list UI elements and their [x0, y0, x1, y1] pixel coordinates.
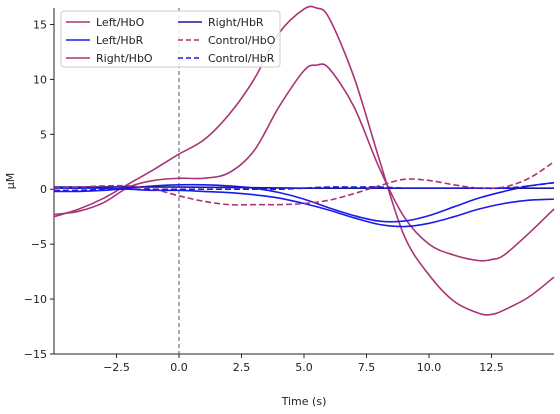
x-axis-label: Time (s) [281, 395, 327, 408]
legend-label-control-hbr: Control/HbR [208, 52, 275, 65]
y-tick-label: 0 [40, 183, 47, 196]
x-tick-label: 12.5 [479, 361, 504, 374]
legend-label-left-hbr: Left/HbR [96, 34, 144, 47]
x-tick-label: 10.0 [417, 361, 442, 374]
x-tick-label: 7.5 [358, 361, 376, 374]
x-ticks: −2.5 0.0 2.5 5.0 7.5 10.0 12.5 [103, 354, 504, 374]
x-tick-label: 2.5 [233, 361, 251, 374]
y-tick-label: 5 [40, 128, 47, 141]
x-tick-label: 5.0 [295, 361, 313, 374]
legend: Left/HbO Left/HbR Right/HbO Right/HbR Contro… [60, 10, 281, 68]
series-line-control-hbr [53, 181, 555, 192]
y-ticks: −15 −10 −5 0 5 10 15 [24, 18, 54, 361]
y-tick-label: 10 [33, 73, 47, 86]
legend-label-right-hbo: Right/HbO [96, 52, 153, 65]
y-axis-label: µM [4, 173, 17, 190]
legend-label-left-hbo: Left/HbO [96, 16, 145, 29]
x-tick-label: −2.5 [103, 361, 130, 374]
x-tick-label: 0.0 [170, 361, 188, 374]
series-line-left-hbo [53, 5, 555, 316]
series-line-left-hbo [53, 63, 555, 262]
y-tick-label: −15 [24, 348, 47, 361]
series-line-left-hbr [54, 187, 555, 228]
legend-label-right-hbr: Right/HbR [208, 16, 264, 29]
y-tick-label: 15 [33, 18, 47, 31]
series-layer [53, 5, 555, 316]
legend-frame [60, 10, 281, 68]
y-tick-label: −5 [31, 238, 47, 251]
legend-label-control-hbo: Control/HbO [208, 34, 276, 47]
y-tick-label: −10 [24, 293, 47, 306]
